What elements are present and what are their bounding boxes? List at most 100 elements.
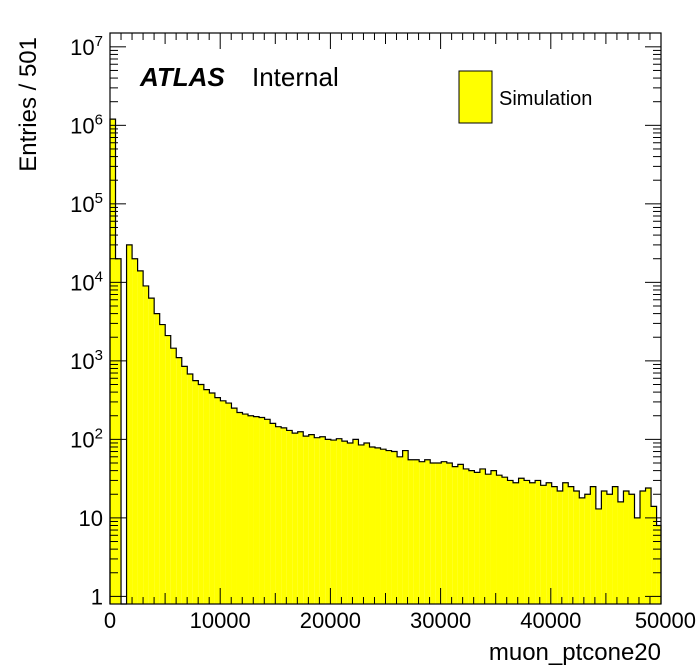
histogram-bar [176,357,182,604]
histogram-bar [270,423,276,604]
histogram-bar [391,451,398,604]
histogram-bar [225,403,232,604]
histogram-bar [557,490,563,604]
histogram-bar [397,456,403,604]
histogram-bar [628,494,635,604]
histogram-bar [154,313,160,604]
histogram-bar [181,366,188,604]
x-tick-label: 40000 [520,608,581,633]
histogram-bar [623,490,629,604]
histogram-bar [573,490,580,604]
histogram-bar [170,348,177,604]
histogram-bar [424,459,431,604]
histogram-bar [319,436,326,604]
y-tick-label: 105 [70,190,103,217]
legend-swatch [458,70,493,124]
histogram-bar [236,412,243,604]
histogram-bar [352,439,359,604]
histogram-bar [513,482,519,604]
x-tick-label: 10000 [190,608,251,633]
histogram-bar [584,494,591,604]
histogram-bar [253,416,260,604]
histogram-bar [634,517,641,604]
histogram-bar [264,419,271,604]
x-tick-label: 30000 [410,608,471,633]
histogram-bar [286,430,293,604]
histogram-bar [369,446,376,604]
histogram-bar [187,374,193,604]
histogram-bars [110,119,661,604]
histogram-bar [220,400,226,604]
histogram-bar [192,380,199,604]
histogram-bar [231,408,237,604]
x-tick-label: 50000 [635,608,696,633]
y-tick-label: 102 [70,425,103,452]
histogram-bar [490,470,497,604]
atlas-label: ATLAS [139,62,225,92]
x-tick-label: 20000 [300,608,361,633]
histogram-bar [297,431,304,604]
histogram-bar [590,486,596,604]
histogram-bar [606,494,613,604]
histogram-bar [640,490,646,604]
histogram-bar [402,450,409,604]
histogram-bar [529,482,536,604]
histogram-bar [209,392,215,604]
histogram-bar [132,258,138,604]
histogram-bar [336,438,342,604]
histogram-bar [308,434,315,604]
histogram-bar [303,436,309,604]
histogram-bar [535,480,541,604]
histogram-bar [435,463,442,604]
histogram-bar [386,450,392,604]
histogram-bar [375,447,381,604]
legend: Simulation [458,70,592,124]
y-tick-labels: 1 10 102 103 104 105 106 107 [70,33,103,610]
histogram-bar [524,480,530,604]
y-tick-label: 10 [79,506,103,531]
histogram-bar [198,384,204,604]
histogram-bar [115,258,122,604]
axis-ticks [109,33,662,604]
histogram-bar [137,270,144,604]
histogram-bar [110,119,116,604]
histogram-bar [341,441,348,604]
histogram-bar [485,474,491,604]
histogram-bar [292,433,298,604]
histogram-bar [242,414,249,604]
histogram-bar [275,426,282,604]
histogram-bar [330,440,337,604]
histogram-bar [651,506,657,604]
histogram-bar [159,324,166,604]
histogram-bar [214,397,221,604]
y-tick-label: 103 [70,347,103,374]
y-tick-label: 104 [70,268,103,295]
histogram-bar [165,335,171,604]
histogram-bar [314,437,320,604]
histogram-bar [126,244,133,604]
histogram-bar [248,415,254,604]
histogram-bar [463,468,469,604]
histogram-bar [501,477,508,604]
histogram-bar [612,486,618,604]
histogram-bar [408,459,414,604]
atlas-status-label: Internal [252,62,339,92]
histogram-bar [595,508,602,604]
histogram-bar [468,470,475,604]
histogram-bar [259,417,265,604]
histogram-outline [109,118,662,605]
histogram-bar [656,525,661,604]
y-tick-label: 107 [70,33,103,60]
histogram-bar [281,427,287,604]
histogram-bar [601,490,607,604]
histogram-bar [441,461,447,604]
histogram-bar [457,464,464,604]
y-axis-title: Entries / 501 [15,37,42,172]
histogram-bar [474,472,480,604]
histogram-bar [507,480,514,604]
histogram-bar [551,486,558,604]
histogram-bar [579,497,585,604]
histogram-bar [518,478,525,604]
histogram-bar [358,444,364,604]
histogram-bar [546,482,552,604]
